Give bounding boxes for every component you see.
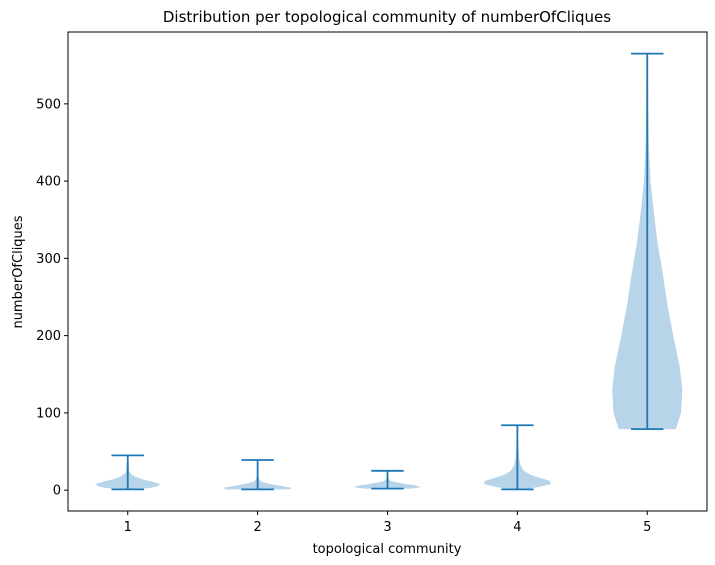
y-tick-label: 100 (36, 406, 61, 421)
y-axis-ticks: 0 100 200 300 400 500 (36, 97, 68, 499)
x-tick-label: 4 (513, 520, 521, 535)
x-tick-label: 2 (253, 520, 261, 535)
x-tick-label: 5 (643, 520, 651, 535)
y-tick-label: 200 (36, 329, 61, 344)
y-axis-label: numberOfCliques (11, 215, 26, 328)
y-tick-label: 0 (53, 484, 61, 499)
x-axis-label: topological community (313, 542, 462, 557)
violin-group (95, 52, 683, 491)
plot-frame (67, 31, 708, 512)
y-tick-label: 500 (36, 97, 61, 112)
y-tick-label: 400 (36, 175, 61, 190)
y-tick-label: 300 (36, 252, 61, 267)
x-axis-ticks: 1 2 3 4 5 (124, 511, 651, 535)
x-tick-label: 1 (124, 520, 132, 535)
x-tick-label: 3 (383, 520, 391, 535)
chart-title: Distribution per topological community o… (163, 8, 611, 26)
